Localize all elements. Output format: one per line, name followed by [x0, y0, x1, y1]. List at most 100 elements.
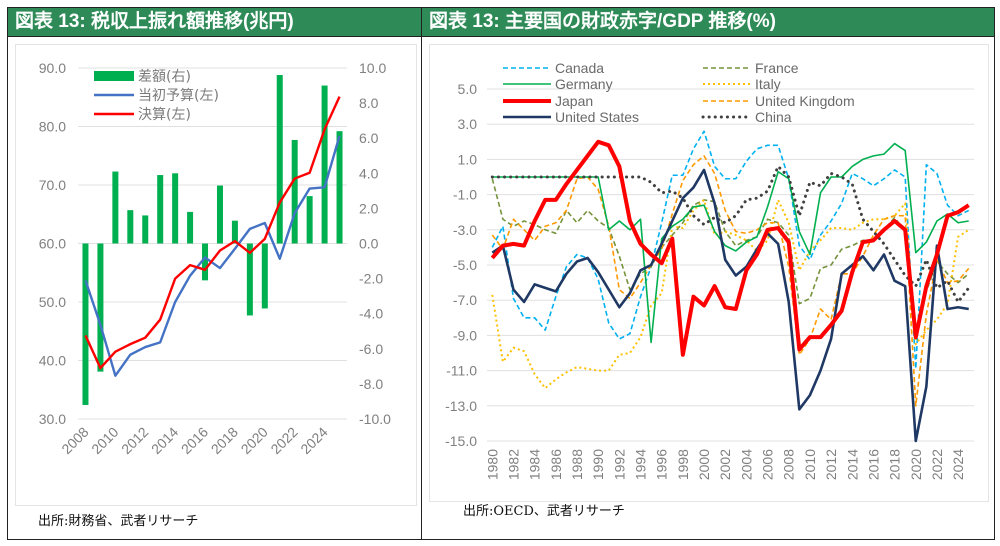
x-tick-label: 1994 [633, 449, 649, 480]
bar [306, 196, 313, 244]
deficit-panel: 図表 13: 主要国の財政赤字/GDP 推移(%) -15.0 -13.0 -11.… [421, 7, 995, 540]
x-tick-label: 2012 [118, 424, 151, 457]
tax-revenue-chart: 30.0 40.0 50.0 60.0 70.0 80.0 90.0 -10.0 -8.0 -6.… [39, 60, 391, 457]
y-right-tick-label: 8.0 [359, 95, 379, 111]
x-tick-label: 2008 [58, 424, 91, 457]
y-tick-label: -9.0 [453, 327, 477, 343]
bar [97, 243, 104, 372]
x-tick-label: 2024 [950, 449, 966, 480]
bar [187, 211, 194, 244]
legend-label: United Kingdom [755, 93, 855, 109]
chart-area: 30.0 40.0 50.0 60.0 70.0 80.0 90.0 -10.0 -8.0 -6.… [15, 44, 417, 506]
y-tick-label: -13.0 [445, 398, 477, 414]
series-line [84, 96, 341, 370]
x-tick-label: 2010 [88, 424, 121, 457]
series-line [492, 142, 969, 344]
y-right-tick-label: 2.0 [359, 200, 379, 216]
y-left-tick-label: 80.0 [39, 119, 66, 135]
y-right-tick-label: 0.0 [359, 236, 379, 252]
bar [231, 220, 238, 244]
x-tick-label: 2022 [267, 424, 300, 457]
bar [246, 243, 253, 316]
x-tick-label: 1980 [484, 449, 500, 480]
legend-label: 当初予算(左) [138, 87, 219, 104]
series-line [491, 178, 970, 337]
series-line [491, 198, 970, 390]
panel-title: 図表 13: 税収上振れ額推移(兆円) [8, 8, 421, 37]
chart-area: -15.0 -13.0 -11.0 -9.0 -7.0 -5.0 -3.0 -1.0 1.0 3.… [429, 44, 989, 502]
y-right-tick-label: 6.0 [359, 130, 379, 146]
source-note: 出所:OECD、武者リサーチ [463, 504, 625, 519]
y-tick-label: -5.0 [453, 257, 477, 273]
bar [202, 243, 209, 281]
y-left-tick-label: 90.0 [39, 60, 66, 76]
tax-revenue-panel: 図表 13: 税収上振れ額推移(兆円) 30.0 40.0 50.0 60.0 70.0… [7, 7, 422, 540]
y-left-tick-label: 70.0 [39, 177, 66, 193]
deficit-chart: -15.0 -13.0 -11.0 -9.0 -7.0 -5.0 -3.0 -1.0 1.0 3.… [445, 60, 974, 480]
y-left-tick-label: 50.0 [39, 294, 66, 310]
bar [157, 175, 164, 244]
x-tick-label: 2004 [738, 449, 754, 480]
bar [82, 243, 89, 405]
x-tick-label: 2014 [148, 424, 181, 457]
x-tick-label: 1992 [611, 449, 627, 480]
x-tick-label: 1982 [505, 449, 521, 480]
x-tick-label: 2002 [717, 449, 733, 480]
y-tick-label: -7.0 [453, 292, 477, 308]
legend-label: Italy [755, 76, 781, 92]
x-tick-label: 2010 [802, 449, 818, 480]
x-tick-label: 1984 [527, 449, 543, 480]
y-right-tick-label: -8.0 [359, 376, 383, 392]
panel-title: 図表 13: 主要国の財政赤字/GDP 推移(%) [422, 8, 994, 37]
y-tick-label: -3.0 [453, 222, 477, 238]
y-left-tick-label: 60.0 [39, 236, 66, 252]
y-right-tick-label: 10.0 [359, 60, 386, 76]
y-right-tick-label: -6.0 [359, 341, 383, 357]
bar [291, 139, 298, 244]
bar [127, 210, 134, 244]
legend-label: France [755, 60, 799, 76]
x-tick-label: 1998 [675, 449, 691, 480]
bar [276, 75, 283, 244]
series-line [84, 135, 341, 377]
legend-label: Canada [555, 60, 604, 76]
legend-label: 決算(左) [138, 107, 191, 123]
y-tick-label: -15.0 [445, 433, 477, 449]
series-line [491, 168, 969, 443]
y-tick-label: 5.0 [458, 81, 478, 97]
y-right-tick-label: -2.0 [359, 271, 383, 287]
legend-swatch [94, 71, 134, 81]
bar [112, 171, 119, 244]
y-right-tick-label: -4.0 [359, 306, 383, 322]
bar [142, 215, 149, 244]
x-tick-label: 2000 [696, 449, 712, 480]
x-tick-label: 1986 [548, 449, 564, 480]
x-tick-label: 2018 [887, 449, 903, 480]
y-left-tick-label: 40.0 [39, 353, 66, 369]
bar [336, 131, 343, 244]
x-tick-label: 2008 [781, 449, 797, 480]
y-right-tick-label: -10.0 [359, 411, 391, 427]
y-right-tick-label: 4.0 [359, 165, 379, 181]
series-line [490, 139, 970, 357]
legend-label: China [755, 109, 792, 125]
legend-label: Japan [555, 93, 593, 109]
bar [321, 85, 328, 244]
x-tick-label: 2022 [929, 449, 945, 480]
bar [261, 243, 268, 309]
x-tick-label: 1996 [654, 449, 670, 480]
y-tick-label: -1.0 [453, 187, 477, 203]
series-line [491, 130, 970, 370]
y-tick-label: 3.0 [458, 116, 478, 132]
x-tick-label: 2006 [760, 449, 776, 480]
x-tick-label: 2016 [865, 449, 881, 480]
legend-label: Germany [555, 76, 613, 92]
x-tick-label: 2024 [297, 424, 330, 457]
x-tick-label: 1990 [590, 449, 606, 480]
x-tick-label: 2012 [823, 449, 839, 480]
source-note: 出所:財務省、武者リサーチ [38, 514, 199, 529]
x-tick-label: 2018 [208, 424, 241, 457]
y-tick-label: 1.0 [458, 151, 478, 167]
x-tick-label: 2014 [844, 449, 860, 480]
x-tick-label: 2020 [908, 449, 924, 480]
